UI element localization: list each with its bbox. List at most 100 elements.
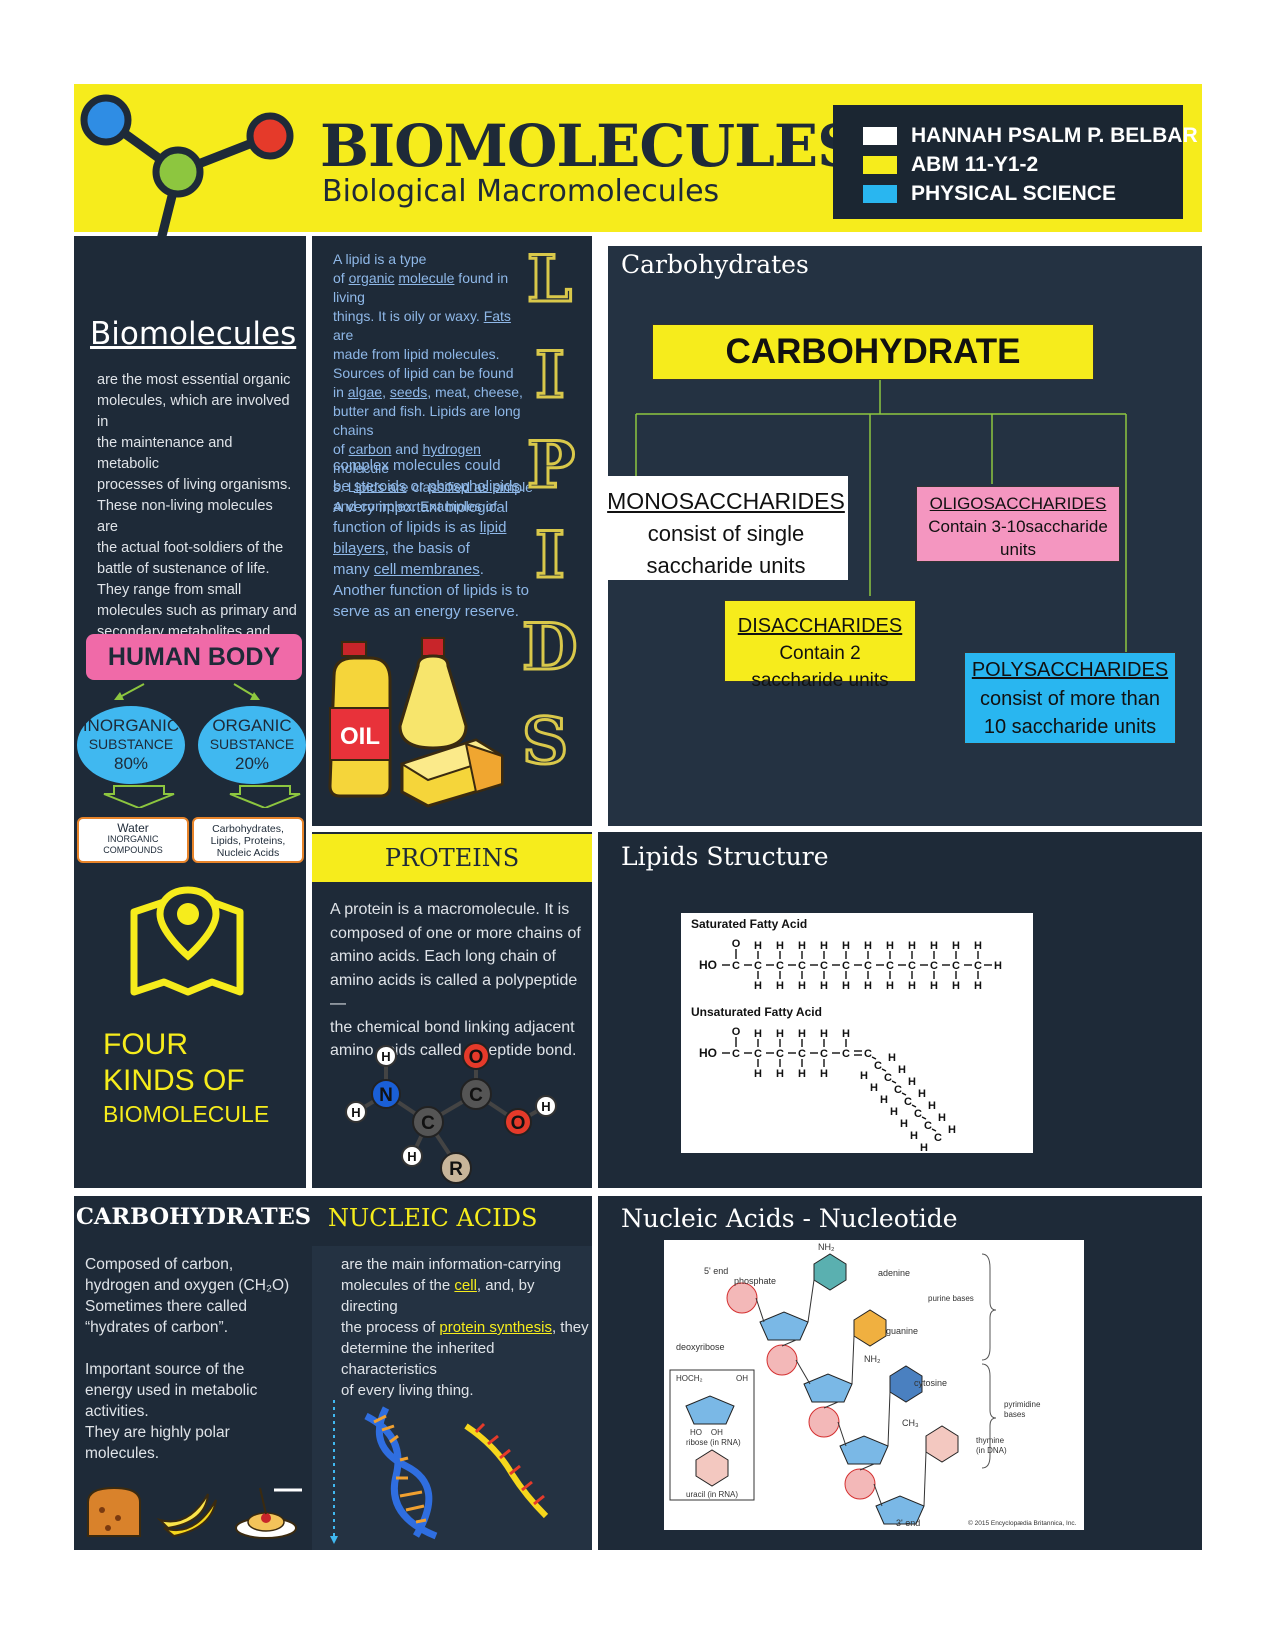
disaccharides-box: DISACCHARIDES Contain 2 saccharide units: [724, 600, 916, 691]
ho-oh-label: HO OH: [690, 1428, 723, 1437]
fatty-acid-figure: Saturated Fatty Acid Unsaturated Fatty A…: [681, 913, 1033, 1153]
carbs-line: They are highly polar: [85, 1424, 230, 1441]
lipid-text: are: [333, 327, 354, 343]
di-line1: Contain 2: [779, 643, 861, 664]
atom-o1-label: O: [469, 1047, 484, 1068]
oil-butter-illustration: OIL: [328, 637, 505, 808]
lipid-line: Another function of lipids is to: [333, 581, 543, 602]
nucleic-link[interactable]: cell: [454, 1277, 477, 1294]
atom-letter: C: [776, 1048, 784, 1060]
organic-line1: ORGANIC: [212, 716, 292, 735]
lipid-line: A very important biological: [333, 498, 543, 519]
atom-letter: H: [842, 980, 850, 992]
atom-letter: C: [820, 960, 828, 972]
lipid-link[interactable]: steroids: [353, 477, 407, 495]
lipid-link[interactable]: algae: [347, 384, 383, 400]
atom-letter: H: [890, 1106, 898, 1118]
organic-line2: SUBSTANCE: [209, 736, 295, 752]
uracil-label: uracil (in RNA): [686, 1490, 739, 1499]
atom-letter: H: [798, 940, 806, 952]
lipid-link[interactable]: cell membranes: [373, 560, 480, 578]
lipids-letter-p: P: [525, 427, 576, 505]
water-box: Water INORGANIC COMPOUNDS: [77, 817, 189, 863]
mono-title: MONOSACCHARIDES: [607, 488, 845, 514]
biomolecules-line: molecules such as primary and: [97, 603, 297, 619]
atom-letter: H: [776, 980, 784, 992]
carbs-line: “hydrates of carbon”.: [85, 1319, 229, 1336]
atom-letter: H: [908, 980, 916, 992]
lipid-text: molecule: [333, 460, 390, 476]
lipid-line: Sources of lipid can be found: [333, 364, 533, 383]
lipid-text: serve as an energy reserve.: [333, 602, 519, 620]
proteins-heading: PROTEINS: [312, 834, 592, 882]
five-end-label: 5' end: [704, 1266, 729, 1276]
lipid-link[interactable]: hydrogen: [422, 441, 481, 457]
atom-c2: [460, 1078, 492, 1110]
atom-letter: H: [798, 980, 806, 992]
lipid-link[interactable]: carbon: [348, 441, 392, 457]
protein-line: the chemical bond linking adjacent: [330, 1018, 575, 1036]
lipid-line: made from lipid molecules.: [333, 345, 533, 364]
atom-letter: C: [754, 1048, 762, 1060]
cytosine-label: cytosine: [914, 1378, 948, 1388]
biomolecules-line: These non-living molecules are: [97, 498, 273, 535]
atom-letter: C: [842, 1048, 850, 1060]
atom-letter: H: [842, 1028, 850, 1040]
mono-line2: saccharide units: [646, 553, 806, 578]
lipid-text: , the basis of: [384, 540, 470, 558]
atom-letter: C: [934, 1132, 942, 1144]
lipid-line: s. Lipids are classified as simple: [333, 478, 533, 497]
atom-letter: H: [898, 1064, 906, 1076]
phosphate-label: phosphate: [734, 1276, 777, 1286]
organic-compounds-box: Carbohydrates, Lipids, Proteins, Nucleic…: [192, 817, 304, 863]
biomolecules-line: processes of living organisms.: [97, 477, 292, 493]
lipid-line: and complex. Examples of: [333, 497, 533, 516]
poly-line1: consist of more than: [979, 688, 1161, 710]
atom-letter: C: [924, 1120, 932, 1132]
di-line2: saccharide units: [751, 670, 889, 691]
nucleic-text: , they: [551, 1319, 589, 1336]
proteins-panel: [312, 832, 592, 1188]
atom-letter: H: [886, 940, 894, 952]
lipid-link[interactable]: molecule: [398, 270, 455, 286]
atom-o1: [462, 1042, 490, 1070]
lipid-link[interactable]: Fats: [483, 308, 511, 324]
lipid-link[interactable]: organic: [348, 270, 395, 286]
nucleic-link[interactable]: protein synthesis: [439, 1319, 552, 1336]
organic-ellipse: ORGANIC SUBSTANCE 20%: [198, 706, 306, 784]
atom-c1: [412, 1106, 444, 1138]
thymine-label: thymine: [976, 1436, 1005, 1445]
atom-letter: C: [842, 960, 850, 972]
nucleic-text: are the main information-carrying: [341, 1256, 562, 1273]
atom-letter: C: [974, 960, 982, 972]
atom-letter: C: [894, 1084, 902, 1096]
bread-icon: [87, 1486, 141, 1537]
atom-letter: H: [928, 1100, 936, 1112]
lipid-text: and: [391, 441, 423, 457]
nh2-label-1: NH₂: [818, 1242, 835, 1252]
lipid-line: be steroids or phospholipids.: [333, 477, 543, 498]
dna-illustration: [330, 1400, 549, 1544]
lipid-link[interactable]: bilayers: [333, 540, 385, 558]
atom-letter: H: [888, 1052, 896, 1064]
lipid-text: of: [333, 441, 349, 457]
lipid-link[interactable]: lipid: [479, 519, 507, 537]
unsaturated-ho: HO: [699, 1046, 717, 1060]
atom-letter: H: [920, 1142, 928, 1153]
author-name: HANNAH PSALM P. BELBAR: [911, 124, 1198, 147]
lipid-link[interactable]: phospholipids: [428, 477, 520, 495]
atom-letter: C: [886, 960, 894, 972]
lipids-letter-i1: I: [534, 337, 567, 415]
author-subject: PHYSICAL SCIENCE: [911, 182, 1116, 205]
lipid-link[interactable]: seeds: [389, 384, 428, 400]
lipid-text: function of lipids is as: [333, 519, 480, 537]
monosaccharides-box: MONOSACCHARIDES consist of single saccha…: [604, 476, 848, 580]
nh2-label-2: NH₂: [864, 1354, 881, 1364]
atom-letter: H: [974, 940, 982, 952]
atom-h2-label: H: [351, 1105, 360, 1120]
atom-letter: H: [880, 1094, 888, 1106]
biomolecules-line: battle of sustenance of life.: [97, 561, 270, 577]
lipid-line: chains: [333, 421, 533, 440]
oligosaccharides-box: OLIGOSACCHARIDES Contain 3-10saccharide …: [916, 486, 1120, 562]
lipid-line: serve as an energy reserve.: [333, 602, 543, 623]
